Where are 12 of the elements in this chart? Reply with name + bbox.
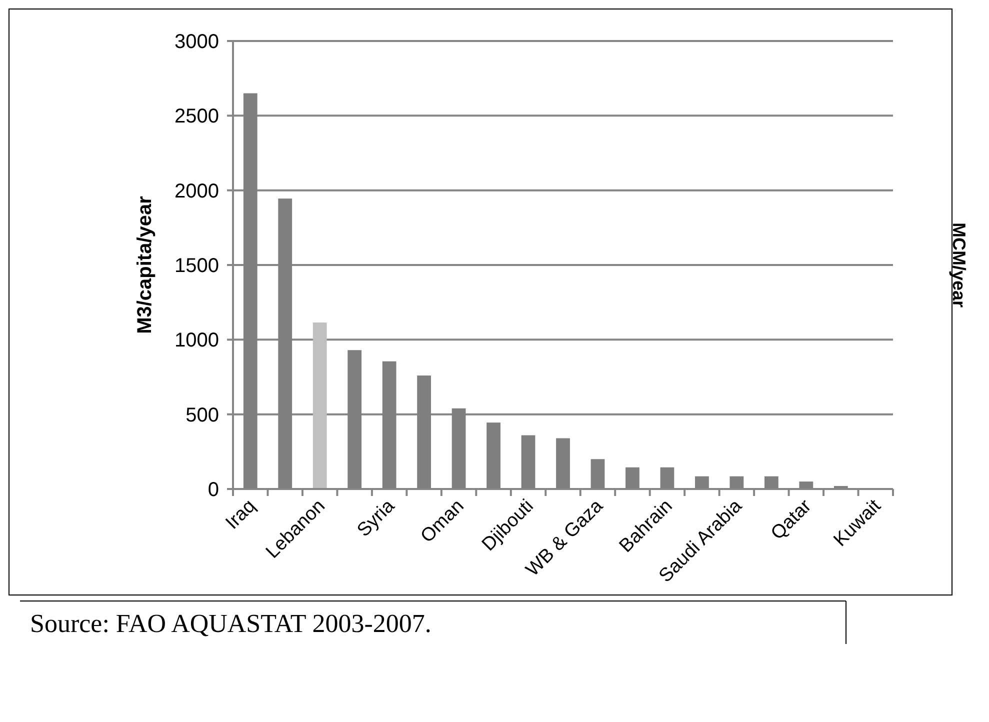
y-tick-label: 3000 [174, 31, 219, 53]
y-axis-title: M3/capita/year [134, 196, 156, 334]
y-tick-label: 1000 [174, 330, 219, 352]
y-tick-label: 2000 [174, 180, 219, 202]
y-tick-label: 1500 [174, 255, 219, 277]
bar [312, 322, 327, 489]
y-tick-label: 500 [186, 404, 219, 426]
x-tick-label: Iraq [222, 496, 260, 534]
y-tick-label: 0 [208, 479, 219, 501]
y-tick-label: 2500 [174, 106, 219, 128]
y2-axis-title: MCM/year [949, 222, 969, 308]
source-note: Source: FAO AQUASTAT 2003-2007. [30, 609, 432, 638]
